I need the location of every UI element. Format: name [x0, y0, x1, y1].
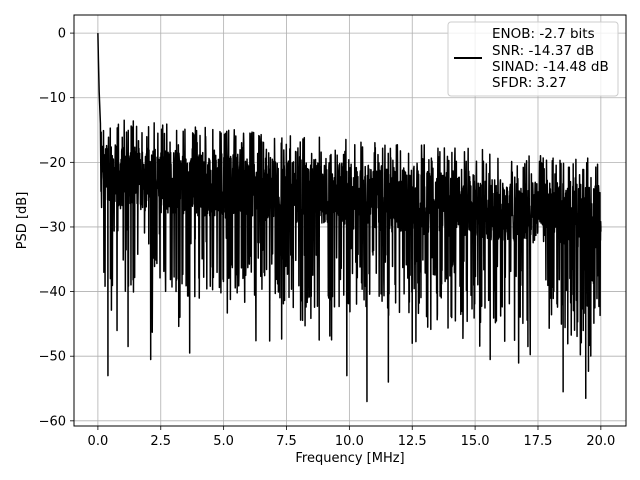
x-axis-label: Frequency [MHz]: [295, 451, 404, 466]
legend-entry-sinad: SINAD: -14.48 dB: [492, 59, 609, 75]
y-tick-label: −20: [39, 156, 66, 171]
legend-entry-sfdr: SFDR: 3.27: [492, 75, 567, 91]
x-tick-label: 10.0: [335, 434, 364, 449]
y-tick-label: −30: [39, 220, 66, 235]
x-tick-label: 7.5: [276, 434, 297, 449]
series-layer: [97, 33, 602, 403]
x-tick-label: 0.0: [88, 434, 109, 449]
x-tick-label: 12.5: [398, 434, 427, 449]
y-tick-label: −60: [39, 414, 66, 429]
y-tick-label: −40: [39, 285, 66, 300]
legend-entry-enob: ENOB: -2.7 bits: [492, 26, 595, 42]
psd-series-line: [97, 33, 602, 403]
legend: ENOB: -2.7 bits SNR: -14.37 dB SINAD: -1…: [447, 21, 619, 97]
legend-box: [447, 21, 619, 97]
x-tick-label: 17.5: [524, 434, 553, 449]
x-tick-label: 5.0: [213, 434, 234, 449]
y-tick-label: −10: [39, 91, 66, 106]
ticks: 0.0 2.5 5.0 7.5 10.0 12.5 15.0 17.5 20.0 0 −10 −20 −…: [39, 27, 616, 449]
y-tick-label: −50: [39, 350, 66, 365]
plot-frame: [73, 14, 627, 427]
legend-entry-snr: SNR: -14.37 dB: [492, 43, 594, 59]
x-tick-label: 20.0: [586, 434, 615, 449]
x-tick-label: 2.5: [150, 434, 171, 449]
y-tick-label: 0: [58, 27, 66, 42]
x-tick-label: 15.0: [461, 434, 490, 449]
y-axis-label: PSD [dB]: [15, 192, 30, 250]
